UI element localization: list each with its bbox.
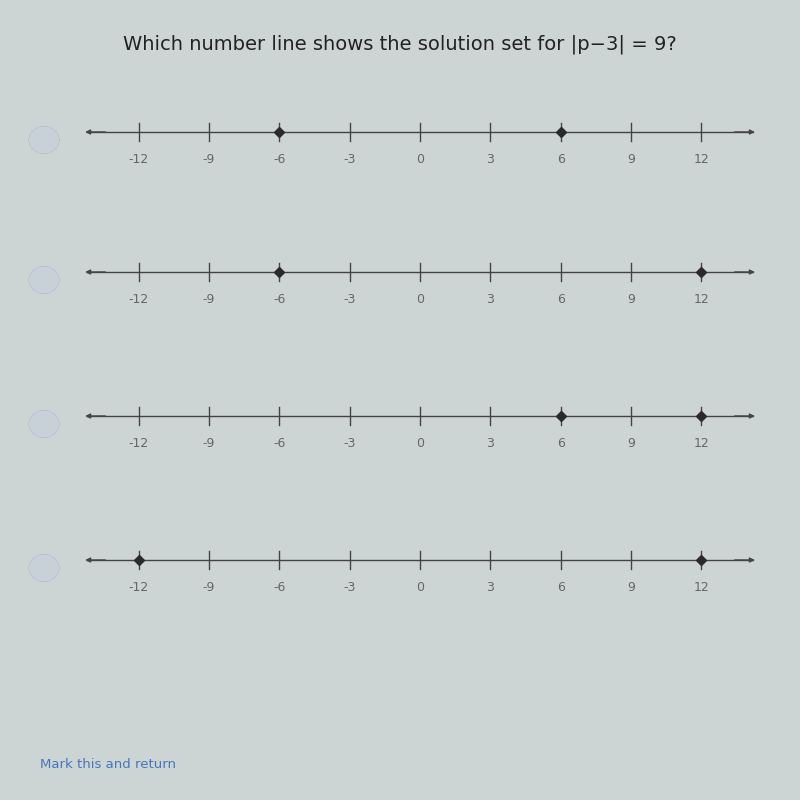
Text: -3: -3 <box>343 153 356 166</box>
Polygon shape <box>30 411 58 437</box>
Text: 0: 0 <box>416 437 424 450</box>
Text: 3: 3 <box>486 153 494 166</box>
Text: 0: 0 <box>416 153 424 166</box>
Text: 9: 9 <box>627 293 635 306</box>
Text: -3: -3 <box>343 437 356 450</box>
Text: -12: -12 <box>129 293 149 306</box>
Polygon shape <box>30 127 58 153</box>
Text: 6: 6 <box>557 581 565 594</box>
Text: -6: -6 <box>273 153 286 166</box>
Text: Which number line shows the solution set for |p−3| = 9?: Which number line shows the solution set… <box>123 34 677 54</box>
Text: 12: 12 <box>694 153 710 166</box>
Text: 12: 12 <box>694 581 710 594</box>
Text: -6: -6 <box>273 293 286 306</box>
Text: 0: 0 <box>416 293 424 306</box>
Text: -9: -9 <box>202 293 215 306</box>
Text: -3: -3 <box>343 293 356 306</box>
Text: -12: -12 <box>129 437 149 450</box>
Polygon shape <box>30 555 58 581</box>
Text: -6: -6 <box>273 437 286 450</box>
Text: 9: 9 <box>627 581 635 594</box>
Text: 3: 3 <box>486 581 494 594</box>
Text: -6: -6 <box>273 581 286 594</box>
Text: 9: 9 <box>627 437 635 450</box>
Text: 9: 9 <box>627 153 635 166</box>
Text: 6: 6 <box>557 293 565 306</box>
Text: 3: 3 <box>486 437 494 450</box>
Text: 6: 6 <box>557 153 565 166</box>
Text: Mark this and return: Mark this and return <box>40 758 176 770</box>
Text: -9: -9 <box>202 437 215 450</box>
Text: 3: 3 <box>486 293 494 306</box>
Text: 12: 12 <box>694 437 710 450</box>
Text: -12: -12 <box>129 581 149 594</box>
Text: -3: -3 <box>343 581 356 594</box>
Text: 6: 6 <box>557 437 565 450</box>
Text: -9: -9 <box>202 581 215 594</box>
Text: 0: 0 <box>416 581 424 594</box>
Text: -9: -9 <box>202 153 215 166</box>
Polygon shape <box>30 267 58 293</box>
Text: -12: -12 <box>129 153 149 166</box>
Text: 12: 12 <box>694 293 710 306</box>
